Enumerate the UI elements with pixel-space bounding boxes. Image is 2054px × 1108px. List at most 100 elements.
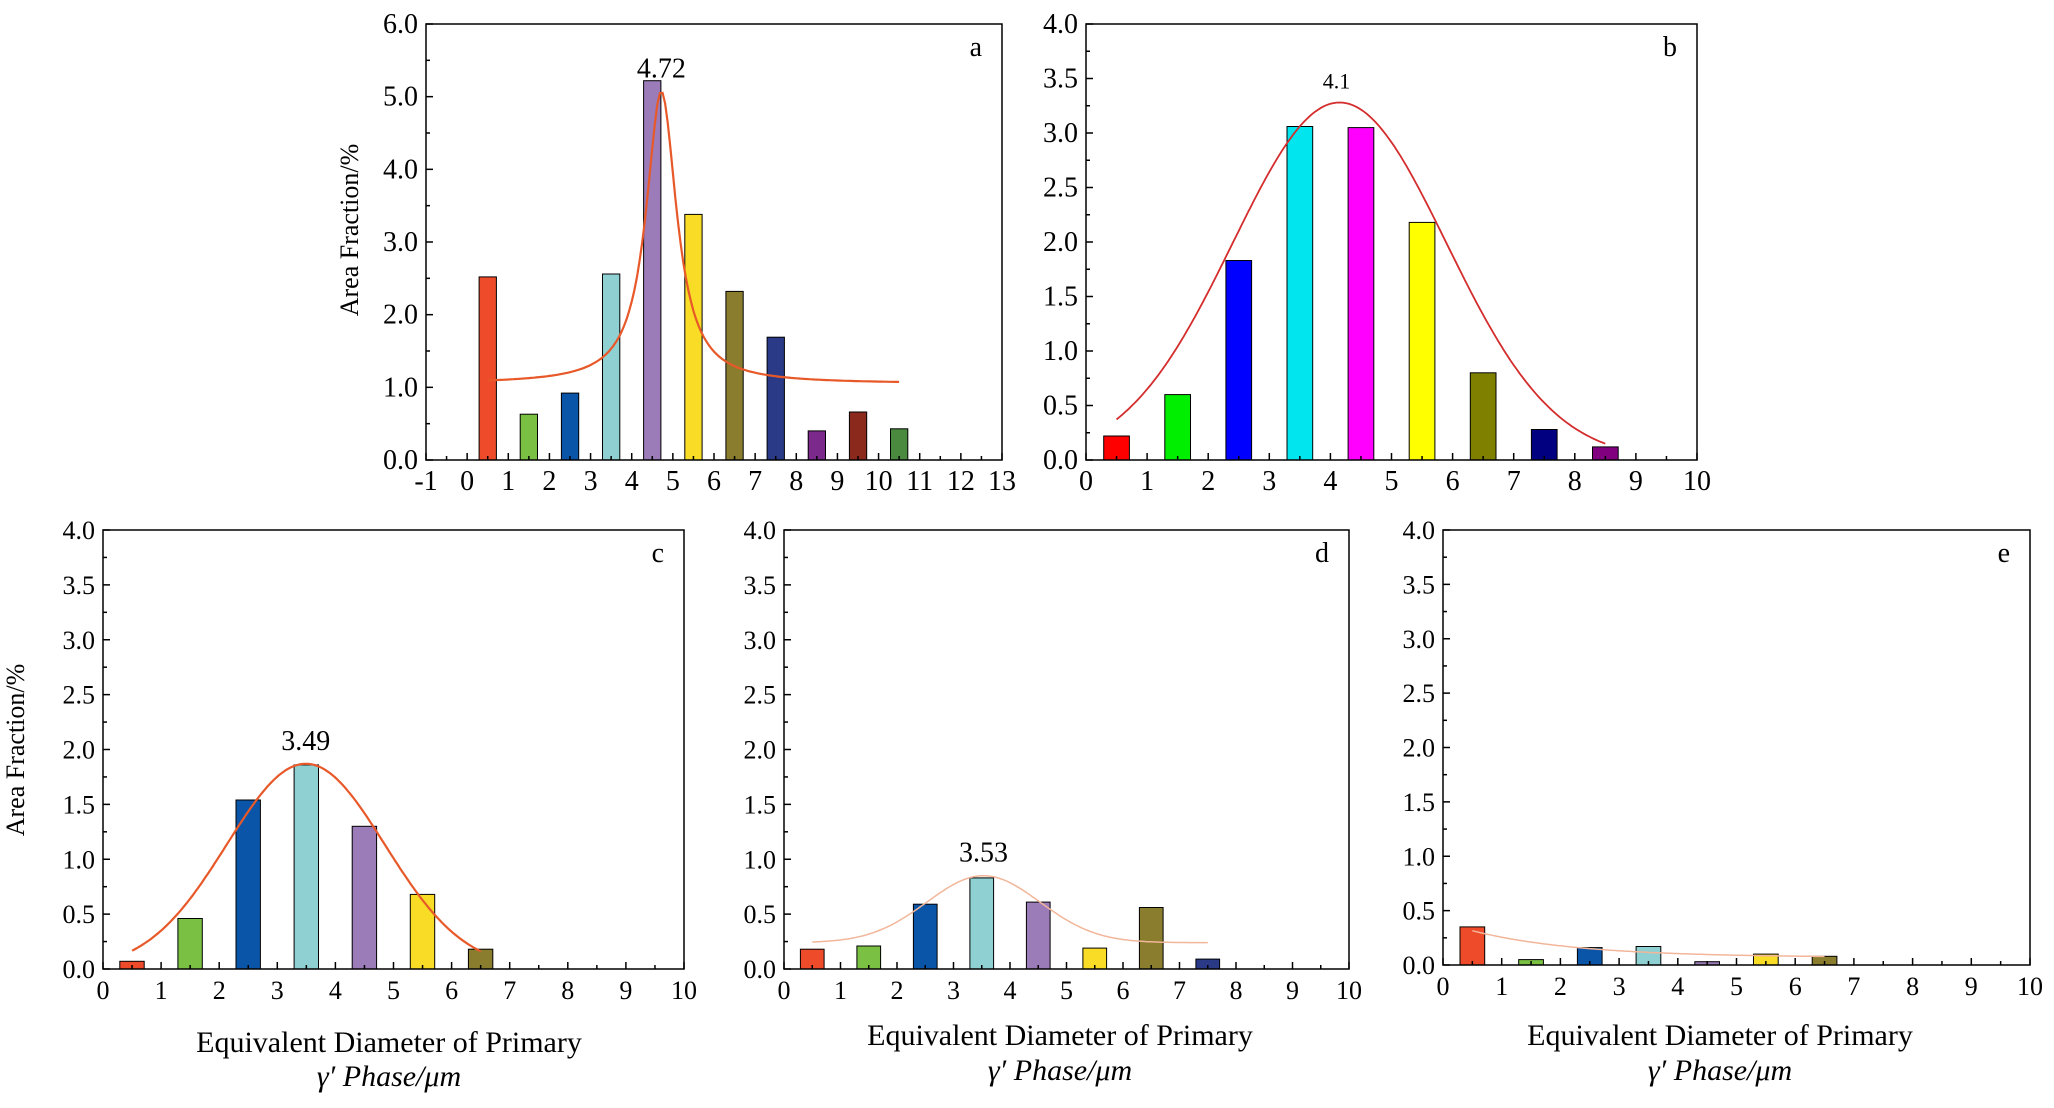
peak-label-c: 3.49 <box>281 726 330 757</box>
x-tick-label-c-3: 3 <box>271 976 284 1005</box>
bar-c-5 <box>409 893 436 970</box>
fit-curve-c <box>131 762 482 953</box>
x-tick-label-e-8: 8 <box>1906 972 1919 1001</box>
x-tick-label-a-8: 7 <box>748 466 762 497</box>
bar-a-4 <box>643 80 662 461</box>
y-tick-label-a-2: 2.0 <box>383 300 418 331</box>
x-tick-label-e-4: 4 <box>1671 972 1684 1001</box>
bar-a-3 <box>602 273 621 461</box>
x-axis-label-d-line2: γ′ Phase/μm <box>988 1054 1132 1087</box>
x-tick-label-a-13: 12 <box>947 466 975 497</box>
y-tick-label-c-5: 2.5 <box>63 681 96 710</box>
x-tick-label-c-0: 0 <box>97 976 110 1005</box>
bar-c-3 <box>293 764 320 970</box>
x-tick-label-a-2: 1 <box>501 466 515 497</box>
y-tick-label-e-3: 1.5 <box>1403 788 1436 817</box>
x-tick-label-a-0: -1 <box>414 466 437 497</box>
panel-e: 0 1 2 3 4 5 6 7 8 9 10 0.0 0.5 1.0 1.5 2.0 2.5 3.0 3.5 4.0 e <box>1403 516 2044 1001</box>
y-tick-label-e-8: 4.0 <box>1403 516 1436 545</box>
y-tick-label-c-7: 3.5 <box>63 571 96 600</box>
y-tick-label-c-0: 0.0 <box>63 955 96 984</box>
bar-c-2 <box>235 799 261 970</box>
peak-label-d: 3.53 <box>959 838 1008 869</box>
bar-a-9 <box>848 411 868 461</box>
y-tick-label-a-6: 6.0 <box>383 9 418 40</box>
y-tick-label-b-7: 3.5 <box>1043 64 1078 95</box>
bar-a-8 <box>807 430 827 461</box>
y-tick-label-e-5: 2.5 <box>1403 679 1436 708</box>
y-tick-label-e-6: 3.0 <box>1403 625 1436 654</box>
y-tick-label-a-1: 1.0 <box>383 372 418 403</box>
y-tick-label-d-5: 2.5 <box>744 681 777 710</box>
bar-a-2 <box>560 392 580 461</box>
x-tick-label-b-0: 0 <box>1079 466 1093 497</box>
y-tick-label-e-4: 2.0 <box>1403 734 1436 763</box>
y-tick-label-c-1: 0.5 <box>63 900 96 929</box>
y-tick-label-c-6: 3.0 <box>63 626 96 655</box>
y-tick-label-d-0: 0.0 <box>744 955 777 984</box>
x-tick-label-c-9: 9 <box>619 976 632 1005</box>
panel-letter-c: c <box>652 538 664 569</box>
x-tick-label-a-7: 6 <box>707 466 721 497</box>
plot-frame-d <box>783 529 1350 970</box>
bar-b-7 <box>1530 429 1558 461</box>
x-tick-label-c-8: 8 <box>561 976 574 1005</box>
y-tick-label-a-5: 5.0 <box>383 82 418 113</box>
y-tick-label-b-0: 0.0 <box>1043 445 1078 476</box>
y-tick-label-b-8: 4.0 <box>1043 9 1078 40</box>
fit-curve-e <box>1472 929 1825 958</box>
x-tick-label-d-7: 7 <box>1173 976 1186 1005</box>
y-tick-label-b-3: 1.5 <box>1043 282 1078 313</box>
x-axis-label-e-line1: Equivalent Diameter of Primary <box>1527 1019 1913 1052</box>
x-tick-label-e-6: 6 <box>1789 972 1802 1001</box>
x-tick-label-b-8: 8 <box>1568 466 1582 497</box>
bar-a-1 <box>519 413 539 461</box>
x-tick-label-d-8: 8 <box>1230 976 1243 1005</box>
y-tick-label-b-5: 2.5 <box>1043 173 1078 204</box>
y-tick-label-e-0: 0.0 <box>1403 951 1436 980</box>
bar-b-1 <box>1164 394 1192 461</box>
x-tick-label-a-10: 9 <box>830 466 844 497</box>
panel-b: 0 1 2 3 4 5 6 7 8 9 10 0.0 0.5 1.0 1.5 2.0 2.5 3.0 3.5 4.0 b… <box>1043 9 1711 497</box>
x-tick-label-d-4: 4 <box>1004 976 1017 1005</box>
y-tick-label-e-7: 3.5 <box>1403 570 1436 599</box>
y-axis-label-bottom: Area Fraction/% <box>1 664 30 837</box>
y-tick-label-c-2: 1.0 <box>63 845 96 874</box>
panel-a: -1 0 1 2 3 4 5 6 7 8 9 10 11 12 130.01.02.03.04.05.06.… <box>383 9 1016 497</box>
x-tick-label-a-5: 4 <box>625 466 639 497</box>
fit-curve-d <box>812 874 1208 944</box>
x-axis-label-e-line2: γ′ Phase/μm <box>1648 1054 1792 1087</box>
x-tick-label-a-14: 13 <box>988 466 1016 497</box>
x-tick-label-d-1: 1 <box>834 976 847 1005</box>
y-tick-label-d-4: 2.0 <box>744 736 777 765</box>
x-axis-label-d-line1: Equivalent Diameter of Primary <box>867 1019 1253 1052</box>
y-tick-label-d-2: 1.0 <box>744 845 777 874</box>
y-tick-label-d-8: 4.0 <box>744 516 777 545</box>
x-tick-label-e-7: 7 <box>1847 972 1860 1001</box>
x-tick-label-d-10: 10 <box>1336 976 1362 1005</box>
x-tick-label-d-6: 6 <box>1117 976 1130 1005</box>
x-tick-label-e-5: 5 <box>1730 972 1743 1001</box>
x-tick-label-d-3: 3 <box>947 976 960 1005</box>
y-tick-label-a-3: 3.0 <box>383 227 418 258</box>
peak-label-b: 4.1 <box>1323 69 1351 94</box>
panel-c: 0 1 2 3 4 5 6 7 8 9 10 0.0 0.5 1.0 1.5 2.0 2.5 3.0 3.5 4.0 c… <box>63 516 698 1005</box>
x-tick-label-e-0: 0 <box>1437 972 1450 1001</box>
x-tick-label-e-9: 9 <box>1965 972 1978 1001</box>
fit-curve-b <box>1115 101 1606 445</box>
x-tick-label-c-7: 7 <box>503 976 516 1005</box>
x-tick-label-b-2: 2 <box>1201 466 1215 497</box>
bar-d-3 <box>969 877 995 970</box>
x-tick-label-a-9: 8 <box>789 466 803 497</box>
y-tick-label-d-1: 0.5 <box>744 900 777 929</box>
x-tick-label-c-2: 2 <box>213 976 226 1005</box>
bar-d-6 <box>1138 907 1164 970</box>
bar-a-5 <box>684 213 703 461</box>
x-tick-label-d-5: 5 <box>1060 976 1073 1005</box>
panel-letter-d: d <box>1315 538 1329 569</box>
x-tick-label-e-2: 2 <box>1554 972 1567 1001</box>
x-tick-label-d-2: 2 <box>891 976 904 1005</box>
x-tick-label-b-3: 3 <box>1262 466 1276 497</box>
y-tick-label-d-3: 1.5 <box>744 790 777 819</box>
bar-b-3 <box>1286 126 1314 461</box>
